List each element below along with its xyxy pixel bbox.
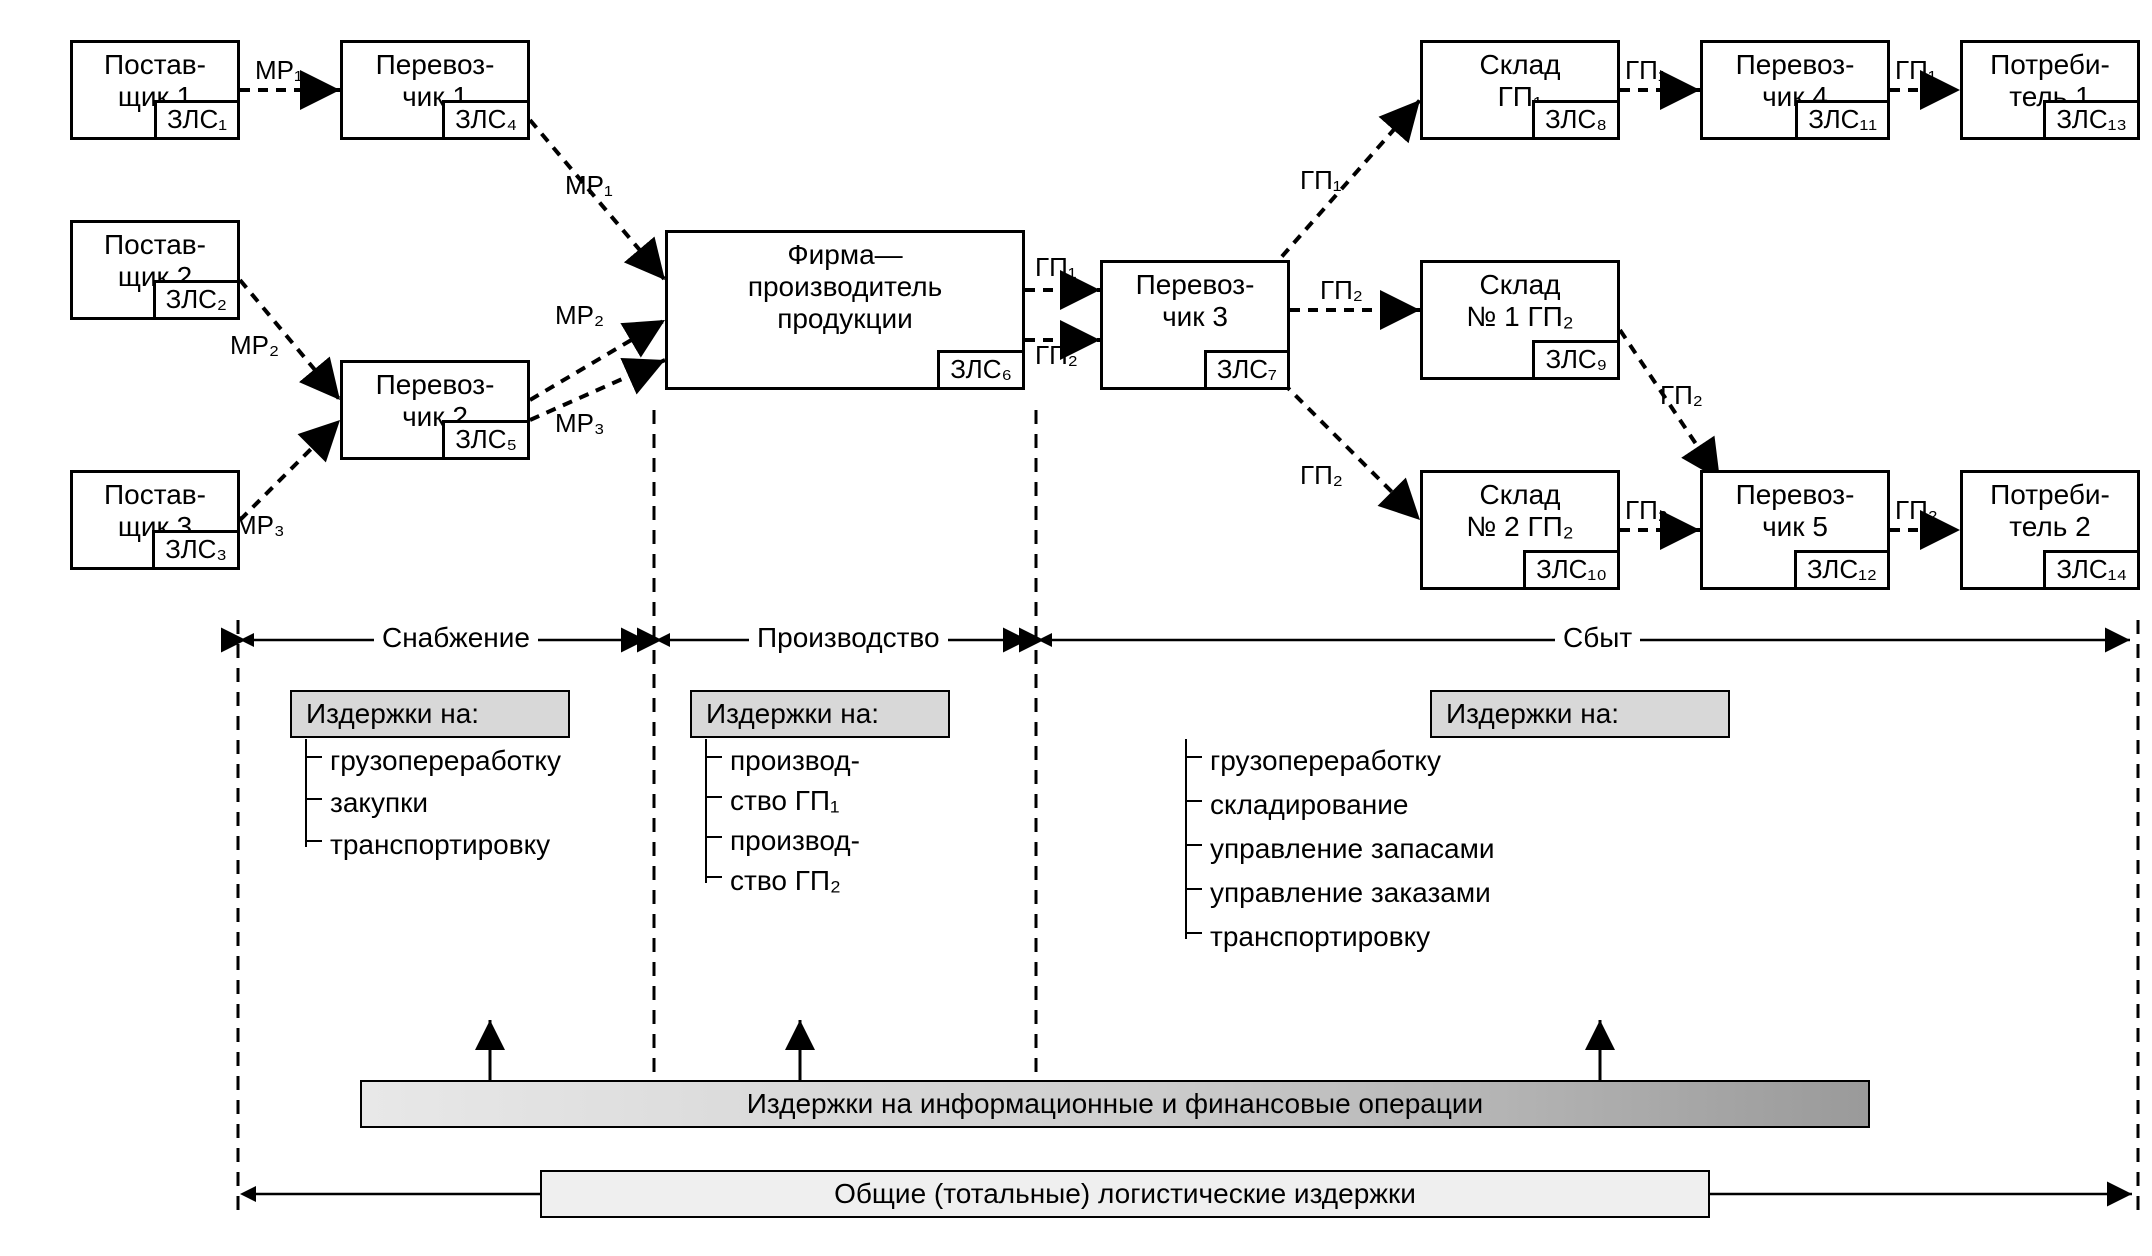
cost-item: управление запасами — [1210, 833, 1495, 865]
phase-label: Сбыт — [1555, 622, 1640, 654]
node-line: чик 5 — [1703, 511, 1887, 543]
node-line: Перевоз- — [1703, 479, 1887, 511]
cost-item: грузопереработку — [1210, 745, 1441, 777]
zls-tag: ЗЛС₄ — [442, 100, 530, 140]
node-line: Фирма— — [668, 239, 1022, 271]
cost-item: транспортировку — [1210, 921, 1430, 953]
zls-tag: ЗЛС₁₁ — [1795, 100, 1890, 140]
node-line: чик 3 — [1103, 301, 1287, 333]
edge-label: ГП₂ — [1625, 495, 1668, 526]
edge-label: МР₂ — [555, 300, 604, 331]
cost-header: Издержки на: — [1430, 690, 1730, 738]
edge-label: МР₃ — [555, 408, 605, 439]
node-car2: Перевоз-чик 2ЗЛС₅ — [340, 360, 530, 460]
node-car4: Перевоз-чик 4ЗЛС₁₁ — [1700, 40, 1890, 140]
zls-tag: ЗЛС₁₃ — [2043, 100, 2140, 140]
node-sup3: Постав-щик 3ЗЛС₃ — [70, 470, 240, 570]
cost-item: ство ГП₂ — [730, 865, 841, 897]
zls-tag: ЗЛС₂ — [153, 280, 240, 320]
node-line: Склад — [1423, 269, 1617, 301]
cost-item: транспортировку — [330, 829, 550, 861]
node-line: Склад — [1423, 479, 1617, 511]
zls-tag: ЗЛС₁₂ — [1794, 550, 1890, 590]
zls-tag: ЗЛС₁₀ — [1523, 550, 1620, 590]
svg-overlay — [0, 0, 2152, 1256]
edge-label: ГП₁ — [1625, 55, 1667, 86]
edge-label: ГП₂ — [1035, 340, 1078, 371]
node-line: Перевоз- — [343, 369, 527, 401]
node-line: Потреби- — [1963, 479, 2137, 511]
node-line: производитель — [668, 271, 1022, 303]
node-line: Постав- — [73, 479, 237, 511]
node-line: Потреби- — [1963, 49, 2137, 81]
zls-tag: ЗЛС₅ — [442, 420, 530, 460]
edge-label: МР₃ — [235, 510, 285, 541]
edge-label: МР₂ — [230, 330, 279, 361]
edge-label: ГП₂ — [1300, 460, 1343, 491]
node-wh2: Склад№ 2 ГП₂ ЗЛС₁₀ — [1420, 470, 1620, 590]
edge-label: ГП₁ — [1300, 165, 1342, 196]
node-line: Постав- — [73, 229, 237, 261]
node-line: продукции — [668, 303, 1022, 335]
node-firm: Фирма—производительпродукции ЗЛС₆ — [665, 230, 1025, 390]
cost-item: ство ГП₁ — [730, 785, 839, 817]
cost-header: Издержки на: — [290, 690, 570, 738]
cost-item: управление заказами — [1210, 877, 1491, 909]
edge-label: МР₁ — [565, 170, 613, 201]
cost-item: производ- — [730, 825, 860, 857]
diagram-stage: Постав-щик 1ЗЛС₁ Постав-щик 2ЗЛС₂ Постав-щ… — [0, 0, 2152, 1256]
cost-item: складирование — [1210, 789, 1408, 821]
cost-item: производ- — [730, 745, 860, 777]
edge-label: ГП₁ — [1035, 252, 1077, 283]
edge-label: ГП₂ — [1895, 495, 1938, 526]
node-sup2: Постав-щик 2ЗЛС₂ — [70, 220, 240, 320]
node-line: Постав- — [73, 49, 237, 81]
phase-label: Производство — [749, 622, 948, 654]
node-line: Перевоз- — [1703, 49, 1887, 81]
cost-header: Издержки на: — [690, 690, 950, 738]
info-band: Издержки на информационные и финансовые … — [360, 1080, 1870, 1128]
zls-tag: ЗЛС₁ — [154, 100, 240, 140]
edge-label: ГП₂ — [1320, 275, 1363, 306]
node-line: Склад — [1423, 49, 1617, 81]
node-wh1: Склад№ 1 ГП₂ ЗЛС₉ — [1420, 260, 1620, 380]
zls-tag: ЗЛС₁₄ — [2043, 550, 2140, 590]
edge-label: ГП₁ — [1895, 55, 1937, 86]
node-con1: Потреби-тель 1ЗЛС₁₃ — [1960, 40, 2140, 140]
node-line: № 1 ГП₂ — [1423, 301, 1617, 333]
node-con2: Потреби-тель 2 ЗЛС₁₄ — [1960, 470, 2140, 590]
total-band: Общие (тотальные) логистические издержки — [540, 1170, 1710, 1218]
cost-item: грузопереработку — [330, 745, 561, 777]
node-whg1: СкладГП₁ЗЛС₈ — [1420, 40, 1620, 140]
node-line: Перевоз- — [343, 49, 527, 81]
node-line: тель 2 — [1963, 511, 2137, 543]
zls-tag: ЗЛС₉ — [1532, 340, 1620, 380]
node-sup1: Постав-щик 1ЗЛС₁ — [70, 40, 240, 140]
node-line: Перевоз- — [1103, 269, 1287, 301]
cost-item: закупки — [330, 787, 428, 819]
node-car5: Перевоз-чик 5 ЗЛС₁₂ — [1700, 470, 1890, 590]
edge-label: МР₁ — [255, 55, 303, 86]
edge-label: ГП₂ — [1660, 380, 1703, 411]
zls-tag: ЗЛС₇ — [1204, 350, 1290, 390]
zls-tag: ЗЛС₃ — [152, 530, 240, 570]
zls-tag: ЗЛС₆ — [937, 350, 1025, 390]
phase-label: Снабжение — [374, 622, 538, 654]
node-line: № 2 ГП₂ — [1423, 511, 1617, 543]
node-car3: Перевоз-чик 3 ЗЛС₇ — [1100, 260, 1290, 390]
node-car1: Перевоз-чик 1ЗЛС₄ — [340, 40, 530, 140]
zls-tag: ЗЛС₈ — [1532, 100, 1620, 140]
